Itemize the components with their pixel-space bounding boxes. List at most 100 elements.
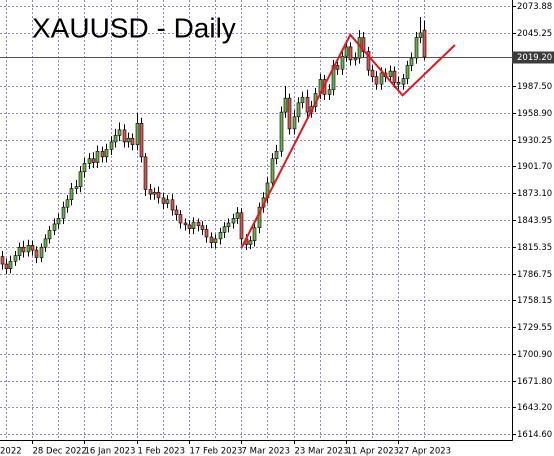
candle-body <box>409 57 414 66</box>
y-tick-label: 1758.15 <box>517 296 552 306</box>
x-tick-label: 2022 <box>0 447 22 456</box>
candle-body <box>252 227 257 242</box>
y-tick-label: 1700.90 <box>517 350 552 360</box>
candle-body <box>191 221 196 229</box>
candle-body <box>305 96 310 113</box>
candle-body <box>126 137 131 143</box>
candle-body <box>296 102 301 118</box>
candle-body <box>292 116 297 130</box>
candle-body <box>74 186 79 189</box>
candle-body <box>388 70 393 78</box>
candle-body <box>87 158 92 164</box>
candle-body <box>226 222 231 228</box>
candle-body <box>30 245 35 251</box>
y-tick-label: 1729.55 <box>517 323 552 333</box>
candle-body <box>78 171 83 187</box>
candle-body <box>174 209 179 215</box>
candle-body <box>104 149 109 158</box>
candle-body <box>405 65 410 79</box>
y-tick-label: 1815.35 <box>517 243 552 253</box>
candle-body <box>43 238 48 248</box>
candle-body <box>353 57 358 61</box>
candle-body <box>344 46 349 57</box>
candle-body <box>152 191 157 195</box>
candle-body <box>82 163 87 173</box>
x-tick-label: 17 Feb 2023 <box>190 447 243 456</box>
candle-body <box>91 158 96 163</box>
candle-body <box>239 212 244 240</box>
candle-body <box>21 246 26 253</box>
candle-body <box>370 69 375 78</box>
y-tick-label: 1987.50 <box>517 82 552 92</box>
chart-title: XAUUSD - Daily <box>32 12 236 43</box>
candle-body <box>283 97 288 113</box>
x-tick-label: 23 Mar 2023 <box>295 447 349 456</box>
candle-body <box>34 249 39 258</box>
candle-body <box>0 256 5 265</box>
x-tick-label: 11 Apr 2023 <box>347 447 400 456</box>
candle-body <box>156 191 161 199</box>
candle-body <box>161 197 166 204</box>
candle-body <box>135 123 140 146</box>
y-tick-label: 1843.95 <box>517 216 552 226</box>
candle-body <box>117 129 122 136</box>
y-tick-label: 1930.25 <box>517 136 552 146</box>
candle-body <box>274 150 279 160</box>
candle-body <box>26 245 31 253</box>
candle-body <box>300 96 305 104</box>
candle-body <box>218 232 223 240</box>
candle-body <box>61 206 66 219</box>
candle-body <box>196 221 201 227</box>
candle-body <box>200 225 205 230</box>
candle-body <box>340 55 345 70</box>
candle-body <box>287 97 292 130</box>
y-tick-label: 1614.60 <box>517 430 552 440</box>
candle-body <box>143 156 148 190</box>
candle-body <box>65 199 70 208</box>
candle-body <box>270 158 275 184</box>
last-price-label: 2019.20 <box>517 53 552 63</box>
trend-line <box>240 32 456 249</box>
x-tick-label: 16 Jan 2023 <box>85 447 136 456</box>
candle-body <box>279 111 284 152</box>
candle-body <box>170 199 175 211</box>
candle-body <box>178 214 183 224</box>
candle-body <box>235 212 240 219</box>
candle-body <box>47 230 52 240</box>
candle-body <box>187 224 192 229</box>
y-tick-label: 1901.70 <box>517 162 552 172</box>
candle-body <box>335 65 340 70</box>
candle-body <box>56 218 61 225</box>
candle-body <box>204 229 209 238</box>
candle-body <box>130 137 135 146</box>
candle-body <box>327 89 332 95</box>
candle-body <box>392 70 397 83</box>
candle-body <box>348 46 353 61</box>
candle-body <box>69 188 74 201</box>
candle-body <box>109 141 114 150</box>
candle-body <box>139 123 144 158</box>
y-tick-label: 2073.88 <box>517 2 552 12</box>
candle-body <box>366 51 371 71</box>
candle-body <box>113 135 118 143</box>
candle-body <box>401 78 406 85</box>
candle-body <box>4 263 9 269</box>
y-tick-label: 1671.80 <box>517 377 552 387</box>
candle-body <box>100 150 105 158</box>
candle-body <box>418 32 423 38</box>
y-tick-label: 1643.20 <box>517 403 552 413</box>
candle-body <box>183 222 188 226</box>
y-tick-label: 1958.90 <box>517 109 552 119</box>
candle-body <box>422 29 427 58</box>
candle-body <box>396 81 401 85</box>
candle-body <box>414 37 419 59</box>
plot <box>0 17 512 275</box>
candle-body <box>231 218 236 224</box>
candle-body <box>8 260 13 269</box>
candle-body <box>13 255 18 262</box>
candle-body <box>165 199 170 204</box>
candle-body <box>95 150 100 163</box>
candle-body <box>17 246 22 256</box>
